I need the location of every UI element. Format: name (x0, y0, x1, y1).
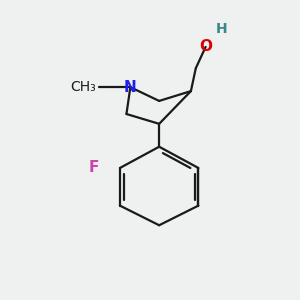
Text: H: H (216, 22, 228, 36)
Text: F: F (88, 160, 99, 175)
Text: CH₃: CH₃ (70, 80, 96, 94)
Text: N: N (124, 80, 137, 95)
Text: O: O (199, 39, 212, 54)
